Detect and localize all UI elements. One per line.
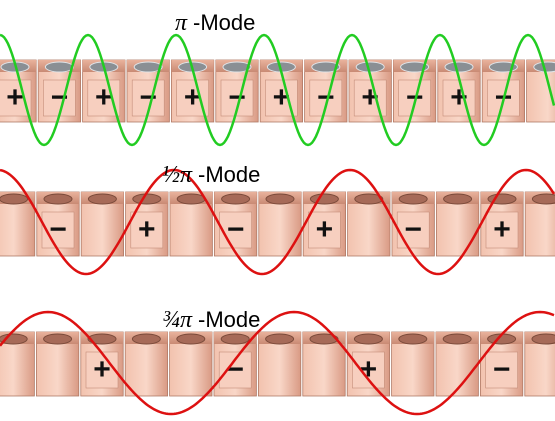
mode-symbol: ½π xyxy=(162,162,193,188)
sign-box xyxy=(85,351,119,389)
hole xyxy=(309,193,339,205)
hole xyxy=(309,333,339,345)
hole xyxy=(221,193,251,205)
hole xyxy=(133,61,163,73)
sign-box xyxy=(43,79,76,117)
mode-label: ¾π -Mode xyxy=(162,307,260,333)
hole xyxy=(444,61,474,73)
mode-label: ½π -Mode xyxy=(162,162,260,188)
cell-sign: − xyxy=(406,81,424,114)
cell-sign: + xyxy=(316,213,334,246)
mode-symbol: ¾π xyxy=(162,307,193,333)
sign-box xyxy=(485,351,518,389)
sign-box xyxy=(396,211,430,249)
mode-label: π -Mode xyxy=(175,10,255,36)
hole xyxy=(222,61,252,73)
hole xyxy=(176,193,206,205)
cell-sign: + xyxy=(360,353,378,386)
hole xyxy=(311,61,341,73)
hole xyxy=(443,193,473,205)
mode-suffix: -Mode xyxy=(193,10,255,35)
mode-symbol: π xyxy=(175,10,188,36)
hole xyxy=(87,333,117,345)
sign-box xyxy=(308,211,341,249)
hole xyxy=(43,333,73,345)
cell-sign: + xyxy=(95,81,113,114)
hole xyxy=(442,333,472,345)
cavity-row: + − + − + − + − + − + − xyxy=(0,59,555,123)
sign-box xyxy=(0,79,32,117)
hole xyxy=(265,333,295,345)
hole xyxy=(220,333,250,345)
sign-box xyxy=(398,79,431,117)
sign-box xyxy=(352,351,385,389)
hole xyxy=(354,193,384,205)
cavity-row: − + − + − + xyxy=(0,191,555,257)
cell-sign: + xyxy=(6,81,24,114)
cell-sign: − xyxy=(51,81,69,114)
hole xyxy=(531,333,555,345)
mode-suffix: -Mode xyxy=(198,307,260,332)
hole xyxy=(87,193,117,205)
cavity-row: + − + − xyxy=(0,331,555,397)
cell-sign: + xyxy=(450,81,468,114)
field-wave xyxy=(0,310,555,416)
hole xyxy=(353,333,383,345)
sign-box xyxy=(442,79,476,117)
hole xyxy=(398,193,428,205)
cell-sign: + xyxy=(493,213,511,246)
hole xyxy=(43,193,73,205)
hole xyxy=(531,193,555,205)
mode-suffix: -Mode xyxy=(198,162,260,187)
sign-box xyxy=(219,211,252,249)
hole xyxy=(132,193,162,205)
hole xyxy=(400,61,430,73)
hole xyxy=(131,333,161,345)
cell-sign: − xyxy=(227,213,245,246)
sign-box xyxy=(130,211,164,249)
cell-sign: − xyxy=(404,213,422,246)
cell-sign: − xyxy=(226,353,244,386)
hole xyxy=(0,193,29,205)
hole xyxy=(44,61,74,73)
field-wave xyxy=(0,168,555,276)
cell-sign: − xyxy=(139,81,157,114)
cell-sign: + xyxy=(138,213,156,246)
sign-box xyxy=(485,211,519,249)
field-wave xyxy=(0,33,555,147)
hole xyxy=(398,333,428,345)
cell-sign: − xyxy=(49,213,67,246)
cell-sign: + xyxy=(93,353,111,386)
hole xyxy=(176,333,206,345)
hole xyxy=(265,193,295,205)
cell-sign: − xyxy=(493,353,511,386)
